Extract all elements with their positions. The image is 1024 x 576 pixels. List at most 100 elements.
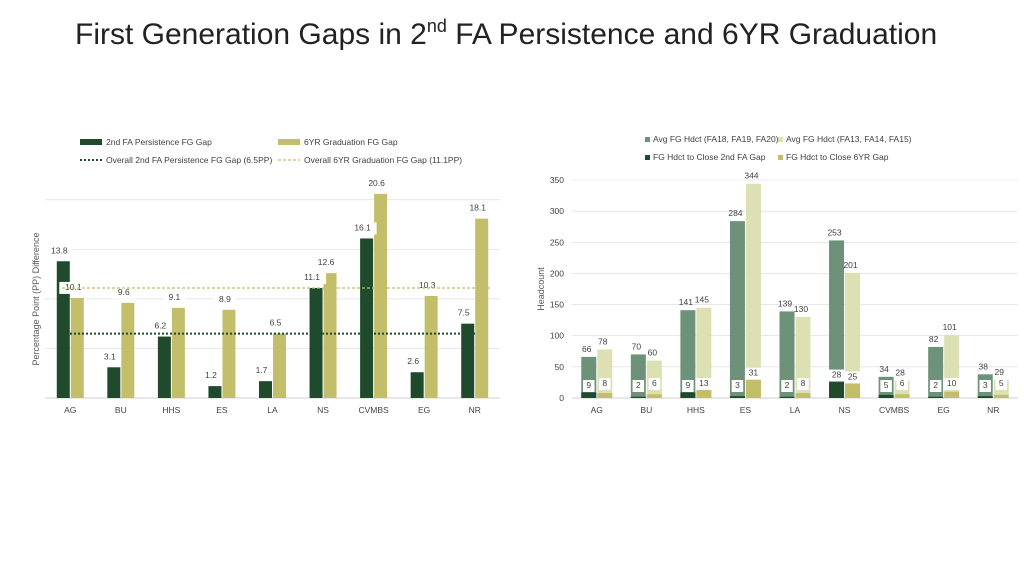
bar-avg-earlier-NS — [845, 272, 861, 398]
label-persistence-LA-bg — [250, 365, 273, 378]
legend-label-overall-persistence: Overall 2nd FA Persistence FG Gap (6.5PP… — [106, 155, 272, 165]
label-close-2nd-HHS: 9 — [686, 380, 691, 390]
label-close-2nd-EG-bg — [929, 380, 942, 392]
label-graduation-CVMBS-bg — [362, 177, 391, 190]
label-graduation-NS: 12.6 — [318, 257, 335, 267]
bar-close-2nd-NS — [829, 380, 845, 398]
label-avg-recent-NS: 253 — [827, 227, 841, 237]
bar-close-6yr-EG — [944, 391, 960, 398]
label-close-2nd-LA-bg — [781, 380, 793, 392]
bar-close-2nd-NR — [977, 396, 993, 398]
legend-label-persistence: 2nd FA Persistence FG Gap — [106, 137, 212, 147]
label-close-2nd-ES: 3 — [735, 380, 740, 390]
bar-avg-recent-HHS — [680, 310, 696, 398]
label-avg-earlier-CVMBS: 28 — [895, 368, 905, 378]
bar-close-6yr-CVMBS — [894, 394, 910, 398]
legend-label-overall-graduation: Overall 6YR Graduation FG Gap (11.1PP) — [304, 155, 462, 165]
label-persistence-NR: 7.5 — [458, 308, 470, 318]
bar-close-2nd-AG — [581, 392, 597, 398]
label-close-2nd-HHS-bg — [682, 380, 694, 392]
bar-close-2nd-ES — [729, 396, 745, 398]
legend-swatch-avg-recent — [645, 137, 650, 142]
label-close-6yr-LA: 8 — [801, 378, 806, 388]
bar-persistence-CVMBS — [360, 238, 374, 398]
label-avg-recent-BU: 70 — [632, 341, 642, 351]
legend-swatch-graduation — [278, 139, 300, 145]
label-graduation-BU: 9.6 — [118, 287, 130, 297]
slide-title: First Generation Gaps in 2nd FA Persiste… — [75, 16, 938, 51]
bar-avg-recent-ES — [729, 221, 745, 398]
bar-persistence-LA — [259, 381, 272, 398]
bar-graduation-NR — [475, 218, 489, 398]
legend-swatch-close-6yr — [778, 155, 783, 160]
x-tick-LA: LA — [267, 405, 278, 415]
label-graduation-HHS: 9.1 — [168, 292, 180, 302]
label-avg-recent-NR: 38 — [978, 361, 988, 371]
legend-label-avg-earlier: Avg FG Hdct (FA13, FA14, FA15) — [786, 134, 912, 144]
label-graduation-ES: 8.9 — [219, 294, 231, 304]
bar-close-2nd-BU — [630, 396, 646, 398]
bar-close-6yr-NS — [845, 382, 861, 398]
label-close-6yr-NR-bg — [995, 378, 1007, 390]
legend-label-close-2nd: FG Hdct to Close 2nd FA Gap — [653, 152, 766, 162]
label-close-2nd-NS: 28 — [832, 370, 842, 380]
label-graduation-CVMBS: 20.6 — [368, 178, 385, 188]
bar-close-6yr-BU — [646, 394, 662, 398]
y-tick-300: 300 — [550, 206, 564, 216]
legend-swatch-close-2nd — [645, 155, 650, 160]
label-graduation-LA-bg — [264, 317, 287, 330]
label-close-2nd-EG: 2 — [933, 380, 938, 390]
label-persistence-ES: 1.2 — [205, 370, 217, 380]
bar-persistence-BU — [107, 367, 121, 398]
label-avg-recent-AG: 66 — [582, 344, 592, 354]
label-close-6yr-EG-bg — [943, 378, 961, 390]
label-persistence-NS: 11.1 — [304, 272, 320, 282]
x-tick-AG: AG — [591, 405, 603, 415]
label-graduation-EG-bg — [413, 279, 442, 292]
legend-swatch-avg-earlier — [778, 137, 783, 142]
bar-close-6yr-LA — [795, 393, 811, 398]
label-avg-earlier-BU: 60 — [648, 348, 658, 358]
label-persistence-NR-bg — [452, 307, 475, 320]
bar-avg-recent-NS — [829, 240, 845, 398]
label-graduation-EG: 10.3 — [419, 280, 436, 290]
bar-persistence-NS — [309, 288, 323, 398]
bar-graduation-BU — [121, 302, 135, 398]
label-persistence-AG: 13.8 — [51, 245, 68, 255]
bar-close-2nd-EG — [928, 396, 944, 398]
x-tick-NR: NR — [987, 405, 999, 415]
label-avg-earlier-ES: 344 — [744, 171, 758, 181]
label-persistence-LA: 1.7 — [256, 365, 268, 375]
bar-persistence-EG — [410, 372, 424, 398]
x-tick-NS: NS — [317, 405, 329, 415]
label-graduation-BU-bg — [112, 286, 136, 299]
label-persistence-CVMBS: 16.1 — [354, 222, 371, 232]
x-tick-EG: EG — [418, 405, 430, 415]
label-avg-recent-CVMBS: 34 — [879, 364, 889, 374]
y-axis-title: Headcount — [536, 267, 546, 311]
label-close-2nd-AG-bg — [583, 380, 595, 392]
bar-avg-earlier-AG — [597, 349, 613, 398]
bar-graduation-LA — [273, 333, 286, 398]
label-graduation-HHS-bg — [163, 291, 186, 304]
y-tick-50: 50 — [555, 362, 565, 372]
legend-label-graduation: 6YR Graduation FG Gap — [304, 137, 398, 147]
label-close-2nd-NS-bg — [828, 369, 846, 382]
bar-graduation-ES — [222, 309, 236, 398]
bar-graduation-NS — [323, 273, 337, 398]
label-close-6yr-AG-bg — [599, 378, 611, 390]
bar-close-2nd-LA — [779, 396, 795, 398]
label-close-2nd-BU-bg — [632, 380, 645, 392]
label-close-2nd-AG: 9 — [586, 380, 591, 390]
label-close-6yr-LA-bg — [797, 378, 809, 390]
legend-swatch-persistence — [80, 139, 102, 145]
bar-close-2nd-CVMBS — [878, 394, 894, 398]
label-persistence-EG: 2.6 — [407, 356, 419, 366]
label-avg-earlier-HHS: 145 — [695, 295, 709, 305]
label-avg-earlier-AG: 78 — [598, 336, 608, 346]
label-close-2nd-BU: 2 — [636, 380, 641, 390]
bar-persistence-ES — [208, 386, 222, 398]
x-tick-HHS: HHS — [162, 405, 180, 415]
label-avg-earlier-NS: 201 — [843, 260, 857, 270]
